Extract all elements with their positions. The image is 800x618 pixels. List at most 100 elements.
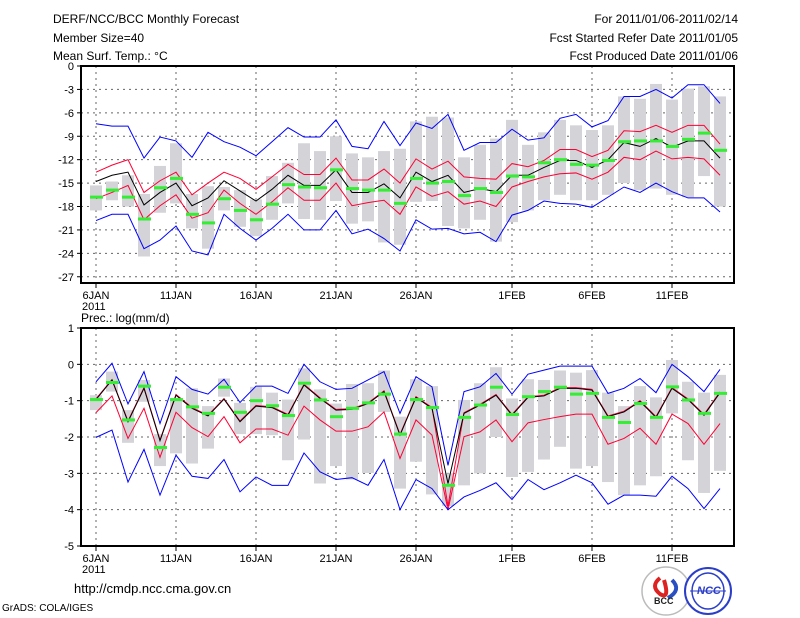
y-tick-label: -12 (58, 155, 74, 167)
member-marker (378, 392, 391, 396)
ensemble-range-bar (362, 383, 374, 473)
temperature-chart: 0 -3 -6 -9 -12 -15 -18 -21 -24 -27 6JAN 11JAN 16JAN 2… (58, 61, 735, 313)
y-tick-label: -3 (64, 468, 74, 480)
ensemble-range-bar (698, 86, 710, 177)
member-marker (602, 158, 615, 162)
ensemble-range-bar (522, 379, 534, 472)
ensemble-range-bar (650, 83, 662, 189)
member-marker (378, 188, 391, 192)
ensemble-range-bar (458, 399, 470, 486)
member-marker (522, 395, 535, 399)
member-marker (266, 404, 279, 408)
x-tick-label: 6JAN (83, 553, 110, 565)
member-marker (490, 385, 503, 389)
member-marker (250, 218, 263, 222)
member-marker (410, 398, 423, 402)
ensemble-range-bar (490, 367, 502, 437)
ensemble-range-bar (634, 98, 646, 191)
member-marker (586, 163, 599, 167)
ensemble-range-bar (554, 119, 566, 195)
x-year-label: 2011 (82, 301, 106, 313)
member-marker (714, 148, 727, 152)
member-marker (90, 398, 103, 402)
forecast-title: DERF/NCC/BCC Monthly Forecast (53, 12, 240, 26)
ensemble-range-bar (490, 138, 502, 242)
ensemble-range-bar (570, 125, 582, 201)
x-tick-label: 16JAN (239, 553, 272, 565)
x-tick-label: 21JAN (319, 290, 352, 302)
member-marker (682, 398, 695, 402)
series-line-min (95, 182, 721, 256)
ensemble-range-bar (410, 121, 422, 202)
ensemble-range-bar (250, 386, 262, 435)
ensemble-range-bar (138, 194, 150, 257)
source-url[interactable]: http://cmdp.ncc.cma.gov.cn (74, 581, 232, 596)
series-line-mean (95, 138, 721, 207)
member-marker (410, 176, 423, 180)
x-tick-label: 11JAN (160, 290, 192, 302)
ensemble-range-bar (282, 399, 294, 461)
x-tick-label: 11FEB (656, 290, 689, 302)
member-marker (106, 188, 119, 192)
ensemble-range-bar (314, 389, 326, 484)
member-marker (474, 403, 487, 407)
member-marker (506, 412, 519, 416)
member-marker (682, 137, 695, 141)
member-marker (234, 410, 247, 414)
ensemble-range-bar (170, 398, 182, 454)
member-marker (122, 195, 135, 199)
ensemble-range-bar (122, 410, 134, 443)
plot-frame (80, 65, 735, 284)
member-marker (218, 385, 231, 389)
forecast-produced-date: Fcst Produced Date 2011/01/06 (569, 49, 738, 63)
member-marker (634, 139, 647, 143)
x-tick-label: 26JAN (399, 290, 432, 302)
member-marker (602, 415, 615, 419)
ensemble-range-bar (682, 88, 694, 198)
ensemble-range-bar (618, 96, 630, 184)
ensemble-range-bar (122, 175, 134, 207)
member-marker (138, 384, 151, 388)
member-marker (394, 432, 407, 436)
member-marker (106, 381, 119, 384)
member-marker (314, 186, 327, 190)
ensemble-range-bar (570, 372, 582, 469)
ensemble-range-bar (154, 434, 166, 467)
series-line-mean (95, 378, 721, 484)
ensemble-range-bar (170, 143, 182, 204)
top-chart-title: Mean Surf. Temp.: °C (53, 49, 168, 63)
ensemble-range-bar (186, 194, 198, 229)
ensemble-range-bar (234, 190, 246, 227)
member-marker (138, 217, 151, 221)
x-tick-label: 6JAN (83, 290, 110, 302)
member-marker (618, 140, 631, 144)
member-marker (298, 381, 311, 385)
member-marker (570, 392, 583, 396)
ensemble-range-bar (330, 403, 342, 467)
member-marker (154, 446, 167, 450)
x-tick-label: 6FEB (578, 290, 606, 302)
member-marker (458, 194, 471, 198)
y-tick-label: -27 (58, 272, 74, 284)
ensemble-range-bar (506, 398, 518, 477)
ensemble-range-bar (298, 143, 310, 219)
member-marker (666, 385, 679, 389)
series-line-upper (95, 124, 721, 196)
member-marker (538, 161, 551, 165)
x-tick-label: 1FEB (498, 553, 526, 565)
x-year-label: 2011 (82, 564, 106, 576)
ensemble-range-bar (474, 144, 486, 220)
member-marker (586, 391, 599, 395)
y-tick-label: -15 (58, 178, 74, 190)
x-tick-label: 16JAN (239, 290, 272, 302)
member-marker (346, 406, 359, 410)
y-tick-label: -6 (64, 108, 74, 120)
ensemble-range-bar (298, 368, 310, 440)
member-marker (666, 144, 679, 148)
member-marker (458, 415, 471, 419)
member-marker (202, 411, 215, 415)
series-line-max (95, 362, 721, 466)
x-tick-label: 6FEB (578, 553, 606, 565)
precipitation-chart: 1 0 -1 -2 -3 -4 -5 6JAN 11JAN 16JAN 21JAN 26JAN 1FEB… (64, 323, 735, 576)
member-marker (634, 402, 647, 406)
